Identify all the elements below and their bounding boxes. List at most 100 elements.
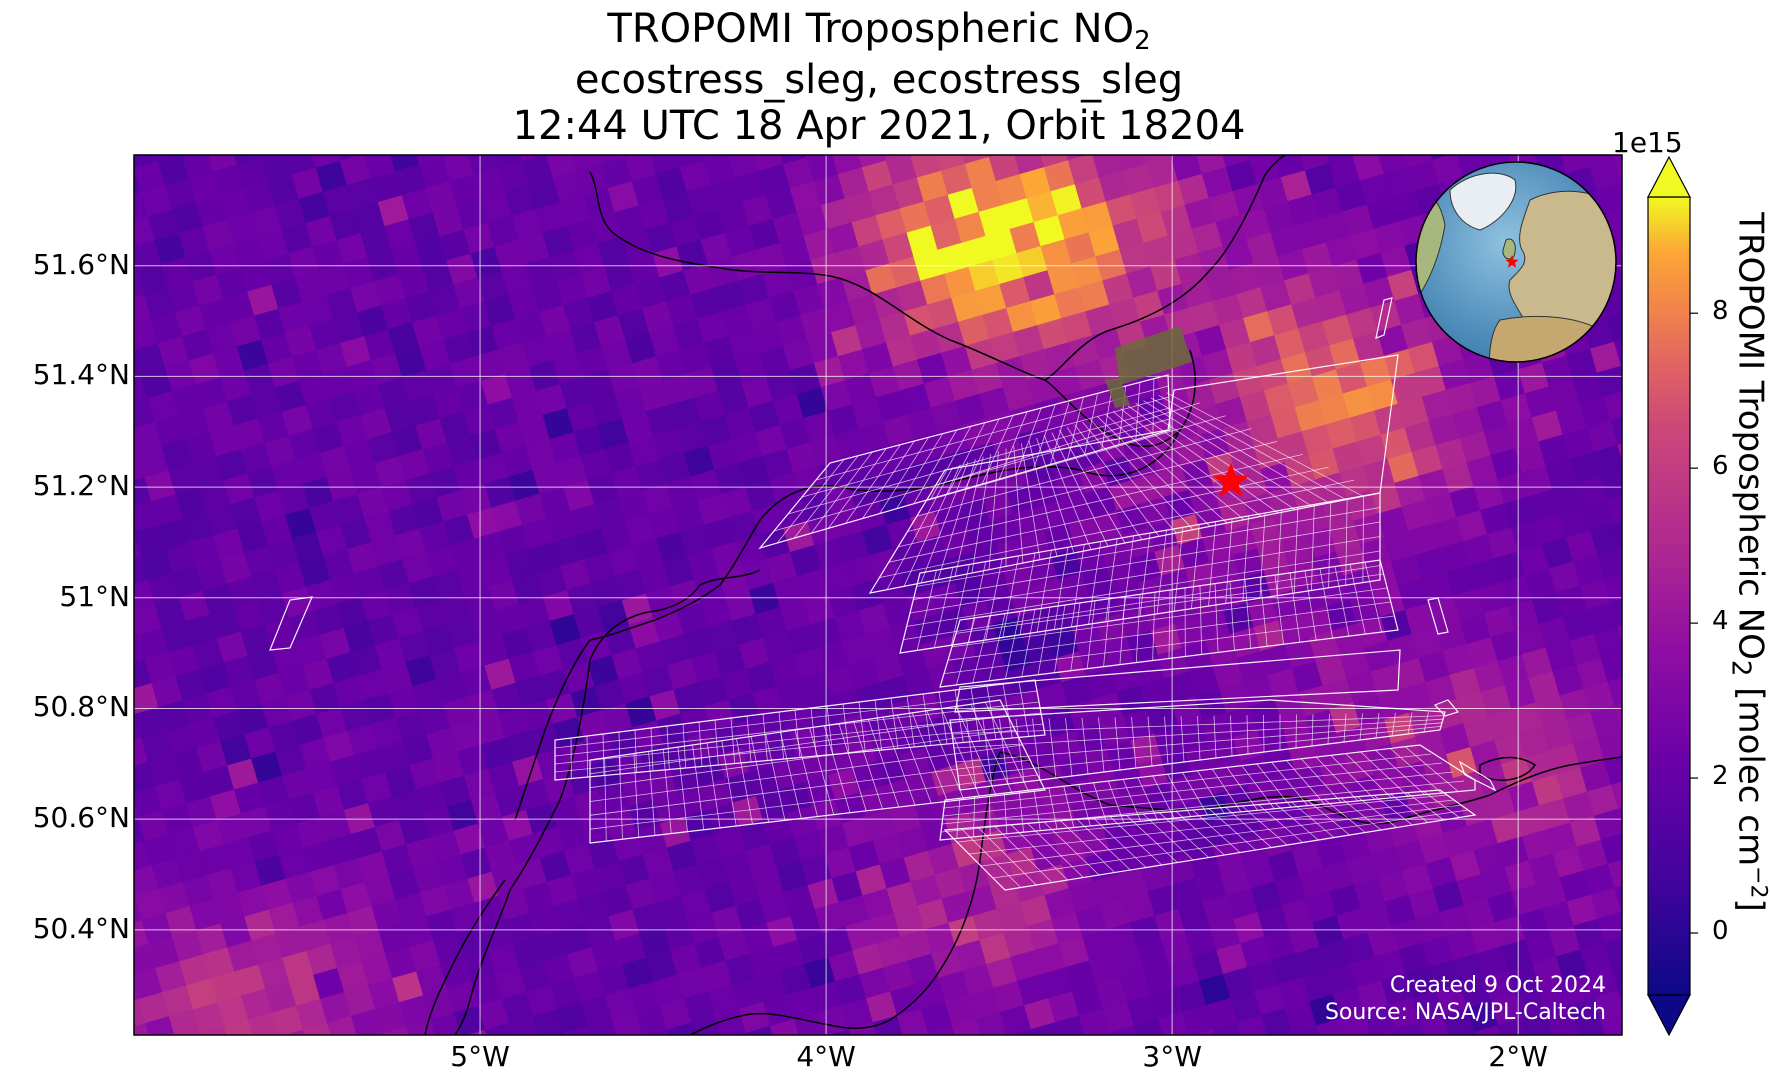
no2-pixel [384, 401, 417, 434]
no2-pixel [975, 283, 1008, 316]
no2-pixel [1219, 499, 1252, 532]
footprint-grid-line [1327, 713, 1330, 745]
no2-pixel [302, 658, 335, 691]
no2-pixel [350, 280, 383, 314]
no2-pixel [491, 864, 524, 897]
footprint-grid-line [874, 699, 883, 751]
no2-pixel [914, 977, 947, 1010]
no2-pixel [477, 452, 510, 485]
no2-pixel [569, 155, 603, 173]
footprint-grid-line [845, 444, 901, 524]
no2-pixel [996, 537, 1029, 570]
no2-pixel [1435, 801, 1469, 834]
no2-pixel [409, 758, 442, 791]
no2-pixel [971, 362, 1005, 395]
coastline-bristol-channel-south [589, 429, 1181, 641]
no2-pixel [518, 596, 551, 629]
no2-pixel [1438, 358, 1472, 391]
no2-pixel [576, 345, 610, 379]
no2-pixel [563, 297, 596, 331]
no2-pixel [323, 548, 356, 581]
no2-pixel [1353, 331, 1386, 364]
no2-pixel [604, 442, 637, 475]
no2-pixel [748, 582, 782, 615]
no2-pixel [370, 352, 404, 386]
no2-pixel [220, 916, 253, 949]
no2-pixel [1226, 705, 1259, 739]
no2-pixel [511, 390, 544, 423]
no2-pixel [1387, 451, 1420, 484]
no2-pixel [821, 926, 854, 959]
no2-pixel [769, 654, 802, 687]
no2-pixel [278, 301, 311, 334]
no2-pixel [470, 610, 503, 643]
no2-pixel [268, 720, 301, 753]
no2-pixel [1484, 970, 1517, 1003]
no2-pixel [1225, 159, 1258, 193]
no2-pixel [1579, 578, 1613, 611]
no2-pixel [694, 936, 727, 969]
no2-pixel [1205, 997, 1239, 1030]
no2-pixel [1271, 771, 1304, 804]
no2-pixel [140, 184, 173, 218]
no2-pixel [1253, 437, 1286, 471]
no2-pixel [656, 895, 689, 928]
no2-pixel [865, 263, 898, 296]
no2-pixel [1223, 966, 1256, 1000]
no2-pixel [213, 528, 246, 561]
no2-pixel [1240, 935, 1273, 969]
footprint-grid-line [951, 587, 1388, 648]
no2-pixel [892, 359, 926, 392]
no2-pixel [209, 243, 242, 276]
colorbar-tick-label: 4 [1712, 606, 1729, 637]
footprint-grid-line [1340, 797, 1382, 831]
no2-pixel [659, 816, 692, 849]
no2-pixel [648, 155, 682, 176]
no2-pixel [684, 991, 717, 1024]
no2-pixel [731, 613, 764, 646]
no2-pixel [1511, 520, 1544, 553]
no2-pixel [422, 260, 455, 293]
no2-pixel [954, 393, 987, 426]
no2-pixel [192, 1002, 226, 1035]
no2-pixel [1184, 197, 1217, 230]
no2-pixel [1044, 888, 1077, 921]
no2-pixel [291, 349, 325, 382]
no2-pixel [148, 936, 181, 970]
no2-pixel [652, 428, 685, 461]
footprint-grid-line [1084, 393, 1098, 455]
no2-pixel [1329, 884, 1362, 917]
no2-pixel [522, 517, 555, 550]
no2-pixel [439, 593, 472, 626]
footprint-grid-line [1357, 796, 1397, 828]
no2-pixel [295, 816, 328, 849]
no2-pixel [1072, 984, 1105, 1017]
title-line-1: TROPOMI Tropospheric NO2 [607, 6, 1151, 56]
no2-pixel [986, 956, 1019, 989]
no2-pixel [782, 338, 816, 372]
no2-pixel [920, 1001, 954, 1034]
footprint-grid-line [1271, 761, 1309, 806]
no2-pixel [1112, 582, 1146, 615]
no2-pixel [450, 902, 483, 935]
no2-pixel [367, 613, 400, 647]
no2-pixel [1421, 389, 1454, 422]
no2-pixel [134, 215, 156, 249]
no2-pixel [868, 366, 902, 399]
no2-pixel [549, 431, 582, 464]
no2-pixel [859, 967, 892, 1000]
no2-pixel [261, 332, 294, 365]
no2-pixel [1315, 654, 1348, 687]
no2-pixel [504, 366, 538, 399]
no2-pixel [820, 198, 853, 231]
no2-pixel [707, 620, 740, 653]
no2-pixel [460, 301, 493, 334]
no2-pixel [1525, 932, 1558, 965]
no2-pixel [697, 857, 730, 890]
no2-pixel [1480, 503, 1513, 536]
no2-pixel [978, 386, 1011, 419]
footprint-grid-line [1135, 382, 1141, 440]
no2-pixel [1339, 647, 1372, 680]
footprint-grid-line [973, 796, 976, 837]
no2-pixel [786, 441, 819, 475]
